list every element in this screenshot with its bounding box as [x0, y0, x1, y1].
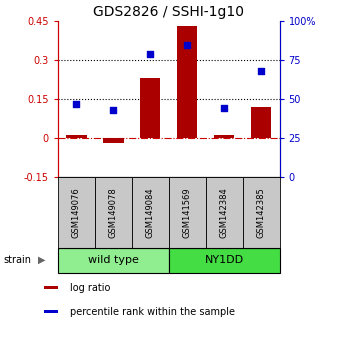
Text: strain: strain [3, 255, 31, 265]
Bar [58, 248, 169, 273]
Bar [132, 177, 169, 248]
Text: NY1DD: NY1DD [205, 255, 244, 265]
Bar [44, 286, 58, 290]
Text: GSM142385: GSM142385 [257, 187, 266, 238]
Bar [58, 177, 95, 248]
Text: GSM149078: GSM149078 [109, 187, 118, 238]
Bar [169, 177, 206, 248]
Bar [66, 136, 87, 138]
Bar [44, 310, 58, 313]
Text: GSM142384: GSM142384 [220, 187, 229, 238]
Bar [103, 138, 123, 143]
Bar [206, 177, 243, 248]
Bar [140, 78, 161, 138]
Point [110, 107, 116, 113]
Text: GSM141569: GSM141569 [183, 187, 192, 238]
Bar [95, 177, 132, 248]
Point [148, 51, 153, 57]
Bar [243, 177, 280, 248]
Text: GSM149084: GSM149084 [146, 187, 155, 238]
Text: ▶: ▶ [38, 255, 45, 265]
Bar [251, 107, 271, 138]
Point [184, 42, 190, 47]
Bar [177, 27, 197, 138]
Text: wild type: wild type [88, 255, 139, 265]
Title: GDS2826 / SSHI-1g10: GDS2826 / SSHI-1g10 [93, 5, 244, 19]
Point [258, 68, 264, 74]
Point [74, 101, 79, 107]
Bar [214, 136, 234, 138]
Text: percentile rank within the sample: percentile rank within the sample [70, 307, 235, 316]
Text: log ratio: log ratio [70, 282, 110, 293]
Bar [169, 248, 280, 273]
Text: GSM149076: GSM149076 [72, 187, 81, 238]
Point [222, 105, 227, 111]
